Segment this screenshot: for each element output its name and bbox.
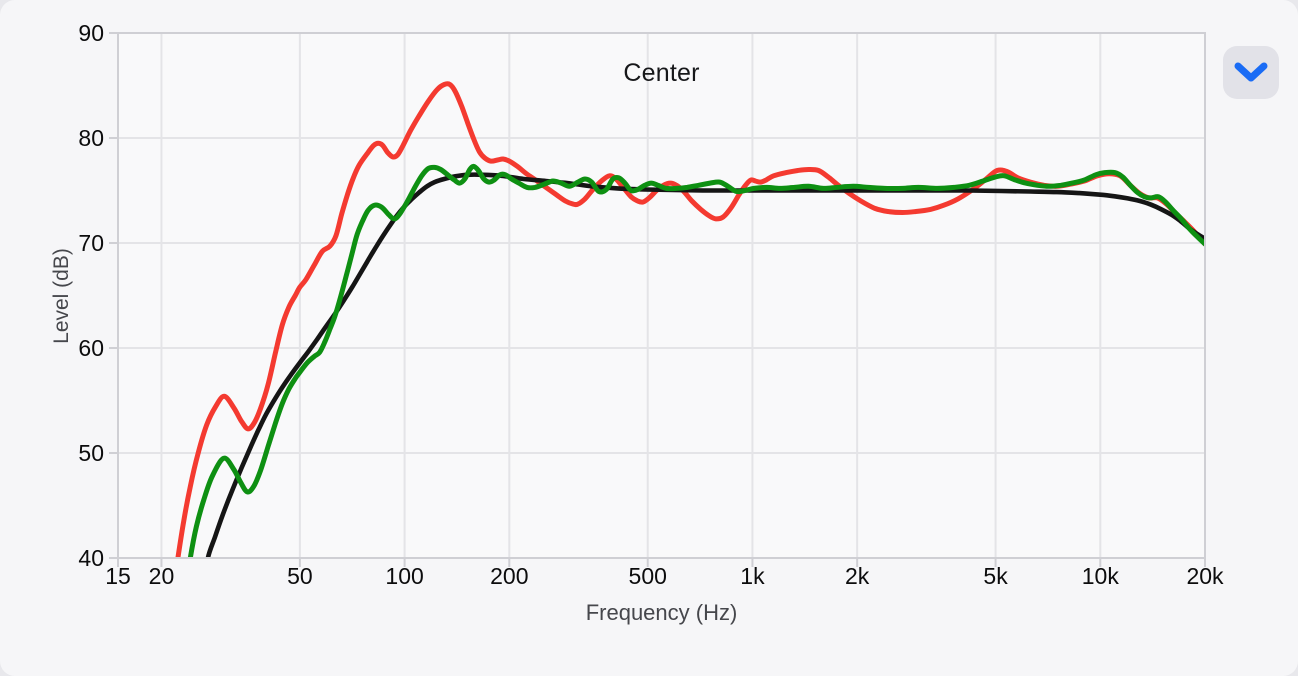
- x-tick-label: 2k: [845, 563, 870, 589]
- series-black-target: [205, 172, 1206, 559]
- y-tick-label: 50: [78, 440, 104, 466]
- tick-labels: 15 20 50 100 200 500 1k 2k 5k 10k 20k 40 50 60 70 80 90: [78, 20, 1224, 589]
- y-tick-label: 60: [78, 335, 104, 361]
- x-tick-label: 50: [287, 563, 313, 589]
- x-tick-label: 500: [629, 563, 667, 589]
- chevron-down-icon: [1234, 62, 1268, 82]
- x-tick-label: 100: [385, 563, 423, 589]
- y-tick-label: 90: [78, 20, 104, 46]
- x-tick-label: 5k: [983, 563, 1008, 589]
- y-tick-label: 70: [78, 230, 104, 256]
- collapse-chart-button[interactable]: [1223, 46, 1279, 99]
- x-tick-label: 20: [149, 563, 175, 589]
- plot-area: [118, 33, 1205, 558]
- x-tick-label: 15: [105, 563, 131, 589]
- y-tick-label: 40: [78, 545, 104, 571]
- tick-marks: [109, 32, 1206, 567]
- x-tick-label: 10k: [1082, 563, 1120, 589]
- x-tick-label: 20k: [1186, 563, 1224, 589]
- x-tick-label: 1k: [740, 563, 765, 589]
- y-tick-label: 80: [78, 125, 104, 151]
- plot-border: [117, 32, 1206, 559]
- grid: [118, 33, 1205, 558]
- curves: [175, 81, 1206, 559]
- x-tick-label: 200: [490, 563, 528, 589]
- series-green-trace: [187, 163, 1206, 559]
